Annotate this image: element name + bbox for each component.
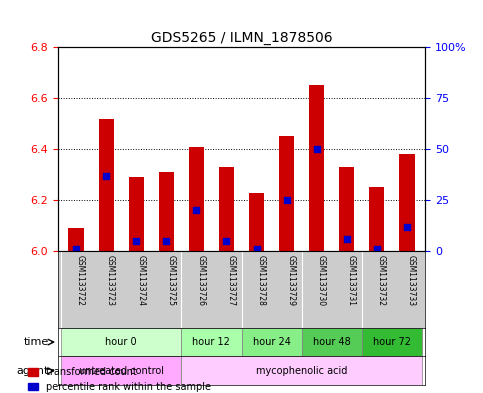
Bar bbox=[369, 187, 384, 251]
Text: hour 48: hour 48 bbox=[313, 337, 351, 347]
Point bbox=[72, 246, 80, 252]
Point bbox=[313, 146, 321, 152]
Bar bbox=[279, 136, 294, 251]
Bar bbox=[181, 356, 422, 385]
Point bbox=[223, 238, 230, 244]
Bar bbox=[249, 193, 264, 251]
Text: hour 12: hour 12 bbox=[192, 337, 230, 347]
Text: GSM1133732: GSM1133732 bbox=[377, 255, 386, 306]
Text: GSM1133725: GSM1133725 bbox=[166, 255, 175, 306]
Bar bbox=[399, 154, 414, 251]
Text: GSM1133722: GSM1133722 bbox=[76, 255, 85, 306]
Text: mycophenolic acid: mycophenolic acid bbox=[256, 366, 347, 376]
Text: agent: agent bbox=[16, 366, 49, 376]
Bar bbox=[128, 177, 144, 251]
Bar bbox=[189, 147, 204, 251]
Point bbox=[132, 238, 140, 244]
Text: hour 72: hour 72 bbox=[373, 337, 411, 347]
Bar bbox=[242, 328, 302, 356]
Text: hour 24: hour 24 bbox=[253, 337, 291, 347]
Bar bbox=[181, 328, 242, 356]
Bar bbox=[309, 85, 324, 251]
Text: GSM1133733: GSM1133733 bbox=[407, 255, 416, 306]
Point bbox=[373, 246, 381, 252]
Text: hour 0: hour 0 bbox=[105, 337, 137, 347]
Bar bbox=[61, 356, 181, 385]
Text: GSM1133723: GSM1133723 bbox=[106, 255, 115, 306]
Point bbox=[283, 197, 290, 203]
Legend: transformed count, percentile rank within the sample: transformed count, percentile rank withi… bbox=[24, 364, 214, 393]
Point bbox=[162, 238, 170, 244]
Text: GSM1133728: GSM1133728 bbox=[256, 255, 266, 306]
Title: GDS5265 / ILMN_1878506: GDS5265 / ILMN_1878506 bbox=[151, 31, 332, 45]
Text: GSM1133729: GSM1133729 bbox=[286, 255, 296, 306]
Point bbox=[102, 173, 110, 179]
Point bbox=[343, 236, 351, 242]
Text: GSM1133731: GSM1133731 bbox=[347, 255, 356, 306]
Bar bbox=[219, 167, 234, 251]
Point bbox=[193, 207, 200, 213]
Text: GSM1133724: GSM1133724 bbox=[136, 255, 145, 306]
Bar bbox=[362, 328, 422, 356]
Bar bbox=[159, 172, 174, 251]
Text: GSM1133727: GSM1133727 bbox=[227, 255, 235, 306]
Bar bbox=[61, 328, 181, 356]
Text: untreated control: untreated control bbox=[79, 366, 164, 376]
Bar bbox=[302, 328, 362, 356]
Text: GSM1133730: GSM1133730 bbox=[317, 255, 326, 306]
Point bbox=[403, 224, 411, 230]
Point bbox=[253, 246, 260, 252]
Bar bbox=[99, 119, 114, 251]
Text: GSM1133726: GSM1133726 bbox=[197, 255, 205, 306]
Bar bbox=[339, 167, 355, 251]
Bar bbox=[69, 228, 84, 251]
Text: time: time bbox=[24, 337, 49, 347]
